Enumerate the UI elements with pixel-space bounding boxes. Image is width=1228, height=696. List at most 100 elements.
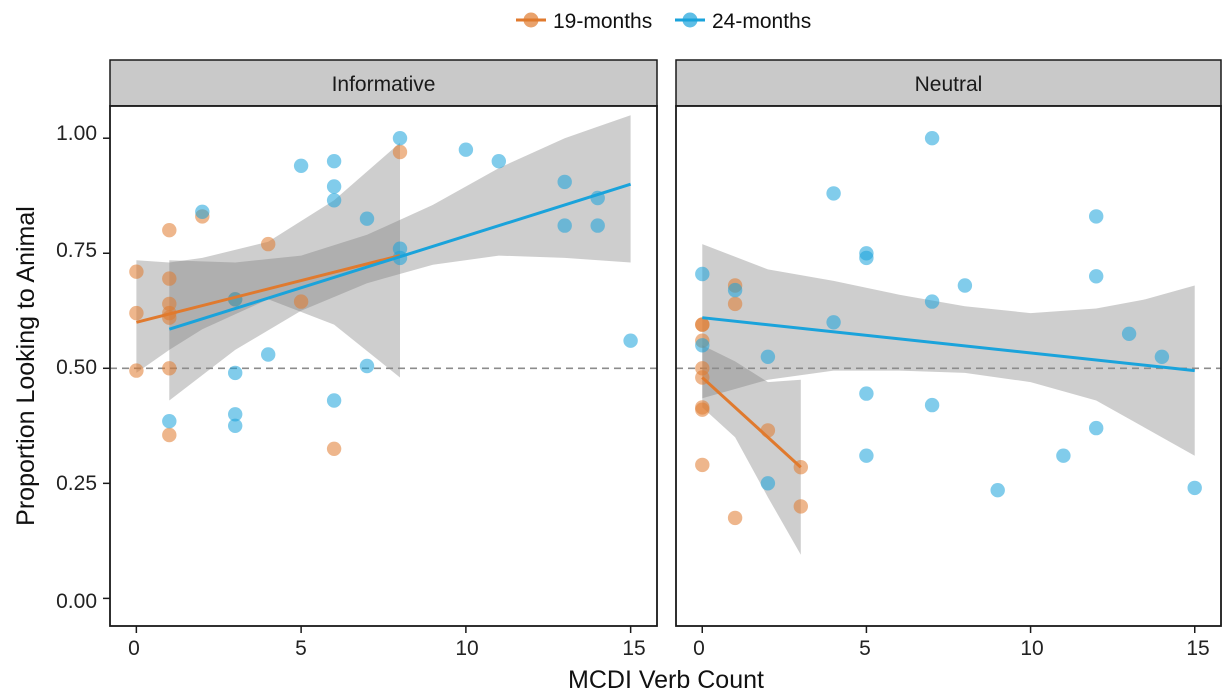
legend-marker-19-months — [523, 12, 539, 28]
data-point-24-months — [826, 186, 841, 201]
confidence-band-19-months — [702, 345, 801, 555]
y-tick-label: 0.25 — [56, 472, 97, 495]
data-point-24-months — [326, 393, 342, 408]
data-point-19-months — [162, 427, 177, 443]
data-point-19-months — [162, 223, 177, 238]
x-tick-label: 15 — [622, 637, 645, 660]
data-point-24-months — [1187, 480, 1202, 496]
legend: 19-months 24-months — [516, 10, 811, 33]
data-point-24-months — [1089, 420, 1104, 436]
data-point-24-months — [359, 211, 375, 226]
facet-label-neutral: Neutral — [915, 73, 983, 96]
confidence-band-24-months — [702, 244, 1195, 456]
data-point-19-months — [695, 402, 710, 417]
panel-informative — [103, 105, 658, 633]
legend-label-19-months: 19-months — [553, 10, 652, 33]
x-axis-tick-labels-neutral: 0 5 10 15 — [693, 637, 1210, 660]
data-point-24-months — [727, 282, 743, 298]
data-point-19-months — [326, 441, 342, 456]
plot-panels — [103, 105, 1222, 633]
y-tick-label: 1.00 — [56, 122, 97, 145]
data-point-24-months — [859, 250, 874, 266]
data-point-24-months — [326, 154, 342, 169]
data-point-24-months — [1154, 349, 1170, 364]
data-point-19-months — [162, 271, 177, 286]
data-point-24-months — [1089, 209, 1104, 224]
facet-strip-neutral: Neutral — [675, 59, 1222, 107]
data-point-19-months — [695, 317, 710, 332]
panel-content — [110, 115, 657, 456]
data-point-19-months — [129, 363, 144, 378]
data-point-24-months — [359, 358, 375, 374]
data-point-24-months — [1056, 448, 1071, 463]
legend-item-24-months: 24-months — [675, 10, 811, 33]
fit-line-19-months — [701, 376, 802, 469]
facet-strip-informative: Informative — [109, 59, 658, 107]
data-point-19-months — [293, 294, 309, 309]
data-point-19-months — [129, 305, 144, 321]
data-point-19-months — [392, 144, 408, 160]
data-point-24-months — [491, 154, 506, 169]
legend-marker-24-months — [682, 12, 698, 28]
fit-line-19-months — [135, 254, 401, 324]
data-point-24-months — [760, 476, 776, 491]
data-point-19-months — [727, 296, 743, 312]
data-point-24-months — [458, 142, 474, 157]
data-point-24-months — [924, 294, 940, 309]
data-point-19-months — [129, 264, 144, 279]
data-point-24-months — [261, 347, 276, 362]
data-point-24-months — [590, 218, 605, 233]
panel-border — [109, 105, 658, 627]
panel-background — [676, 106, 1221, 626]
data-point-24-months — [228, 418, 243, 433]
data-point-24-months — [326, 179, 342, 194]
facet-label-informative: Informative — [332, 73, 436, 96]
data-point-19-months — [162, 361, 177, 376]
data-point-19-months — [727, 510, 743, 526]
data-point-24-months — [695, 266, 710, 282]
data-point-24-months — [392, 131, 408, 146]
panel-background — [110, 106, 657, 626]
data-point-24-months — [859, 386, 874, 401]
panel-border — [675, 105, 1222, 627]
fit-line-24-months — [702, 316, 1195, 373]
x-tick-label: 5 — [295, 637, 307, 660]
fit-line-24-months — [168, 182, 632, 331]
x-axis-tick-labels-informative: 0 5 10 15 — [128, 637, 646, 660]
data-point-24-months — [162, 414, 177, 429]
legend-label-24-months: 24-months — [712, 10, 811, 33]
data-point-24-months — [826, 315, 841, 330]
x-tick-label: 0 — [693, 637, 705, 660]
x-axis-title: MCDI Verb Count — [568, 666, 764, 694]
y-tick-label: 0.75 — [56, 239, 97, 262]
y-tick-label: 0.50 — [56, 356, 97, 379]
data-point-19-months — [261, 236, 276, 252]
data-point-24-months — [1121, 326, 1137, 341]
x-tick-label: 10 — [455, 637, 478, 660]
legend-item-19-months: 19-months — [516, 10, 652, 33]
data-point-24-months — [195, 204, 210, 219]
data-point-24-months — [957, 278, 973, 293]
data-point-19-months — [793, 499, 808, 514]
y-tick-label: 0.00 — [56, 590, 97, 613]
panel-content — [676, 131, 1221, 555]
data-point-24-months — [623, 333, 638, 348]
x-tick-label: 0 — [128, 637, 140, 660]
x-tick-label: 5 — [859, 637, 871, 660]
data-point-24-months — [293, 158, 309, 173]
data-point-24-months — [557, 174, 572, 190]
panel-neutral — [675, 105, 1222, 633]
data-point-24-months — [990, 483, 1005, 498]
data-point-24-months — [859, 448, 874, 463]
data-point-24-months — [760, 349, 776, 364]
data-point-24-months — [326, 193, 342, 208]
data-point-24-months — [228, 365, 243, 381]
data-point-24-months — [695, 338, 710, 353]
data-point-24-months — [1089, 269, 1104, 284]
x-tick-label: 15 — [1186, 637, 1209, 660]
data-point-19-months — [695, 457, 710, 473]
data-point-24-months — [557, 218, 572, 233]
x-tick-label: 10 — [1020, 637, 1043, 660]
